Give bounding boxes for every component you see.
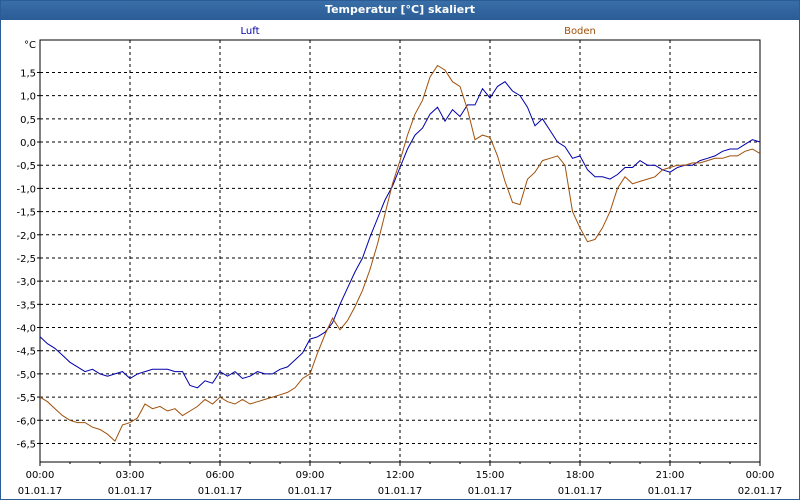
y-tick-label: -3,0 xyxy=(16,277,36,288)
series-line-boden xyxy=(39,64,761,442)
x-tick-date-label: 02.01.17 xyxy=(738,486,783,497)
plot-area-border xyxy=(39,39,761,463)
y-tick-label: 1,0 xyxy=(20,92,36,103)
x-tick-date-label: 01.01.17 xyxy=(18,486,63,497)
grid-layer xyxy=(40,40,760,462)
y-tick-label: -2,0 xyxy=(16,231,36,242)
y-tick-label: 0,5 xyxy=(20,115,36,126)
x-tick-time-label: 18:00 xyxy=(566,470,595,481)
y-tick-label: -5,5 xyxy=(16,393,36,404)
y-tick-label: -3,5 xyxy=(16,300,36,311)
y-tick-label: -2,5 xyxy=(16,254,36,265)
x-tick-time-label: 15:00 xyxy=(476,470,505,481)
x-tick-time-label: 21:00 xyxy=(656,470,685,481)
y-tick-label: -0,5 xyxy=(16,161,36,172)
x-tick-date-label: 01.01.17 xyxy=(108,486,153,497)
legend-entry-boden: Boden xyxy=(564,26,596,37)
series-layer xyxy=(39,64,761,442)
y-tick-label: 1,5 xyxy=(20,68,36,79)
legend-layer: Luft Boden xyxy=(241,26,596,37)
x-tick-time-label: 00:00 xyxy=(746,470,775,481)
x-tick-time-label: 12:00 xyxy=(386,470,415,481)
y-tick-label: -1,5 xyxy=(16,208,36,219)
x-tick-date-label: 01.01.17 xyxy=(648,486,693,497)
y-tick-label: -4,5 xyxy=(16,347,36,358)
x-tick-date-label: 01.01.17 xyxy=(198,486,243,497)
y-tick-label: -5,0 xyxy=(16,370,36,381)
chart-title: Temperatur [°C] skaliert xyxy=(0,0,800,20)
x-tick-time-label: 06:00 xyxy=(206,470,235,481)
x-tick-date-label: 01.01.17 xyxy=(288,486,333,497)
x-tick-time-label: 03:00 xyxy=(116,470,145,481)
chart-canvas: -6,5 -6,0 -5,5 -5,0 -4,5 -4,0 -3,5 -3,0 -2,5 -2,0… xyxy=(16,26,783,497)
y-tick-label: -6,0 xyxy=(16,416,36,427)
series-line-luft xyxy=(39,81,761,389)
axes-layer: -6,5 -6,0 -5,5 -5,0 -4,5 -4,0 -3,5 -3,0 -2,5 -2,0… xyxy=(16,39,783,497)
y-tick-label: 0,0 xyxy=(20,138,36,149)
y-axis-unit-label: °C xyxy=(24,40,36,51)
x-tick-time-label: 09:00 xyxy=(296,470,325,481)
y-tick-label: -6,5 xyxy=(16,439,36,450)
x-tick-date-label: 01.01.17 xyxy=(468,486,513,497)
x-tick-time-label: 00:00 xyxy=(26,470,55,481)
y-tick-label: -4,0 xyxy=(16,324,36,335)
x-tick-date-label: 01.01.17 xyxy=(558,486,603,497)
y-tick-label: -1,0 xyxy=(16,184,36,195)
x-tick-date-label: 01.01.17 xyxy=(378,486,423,497)
legend-entry-luft: Luft xyxy=(241,26,260,37)
